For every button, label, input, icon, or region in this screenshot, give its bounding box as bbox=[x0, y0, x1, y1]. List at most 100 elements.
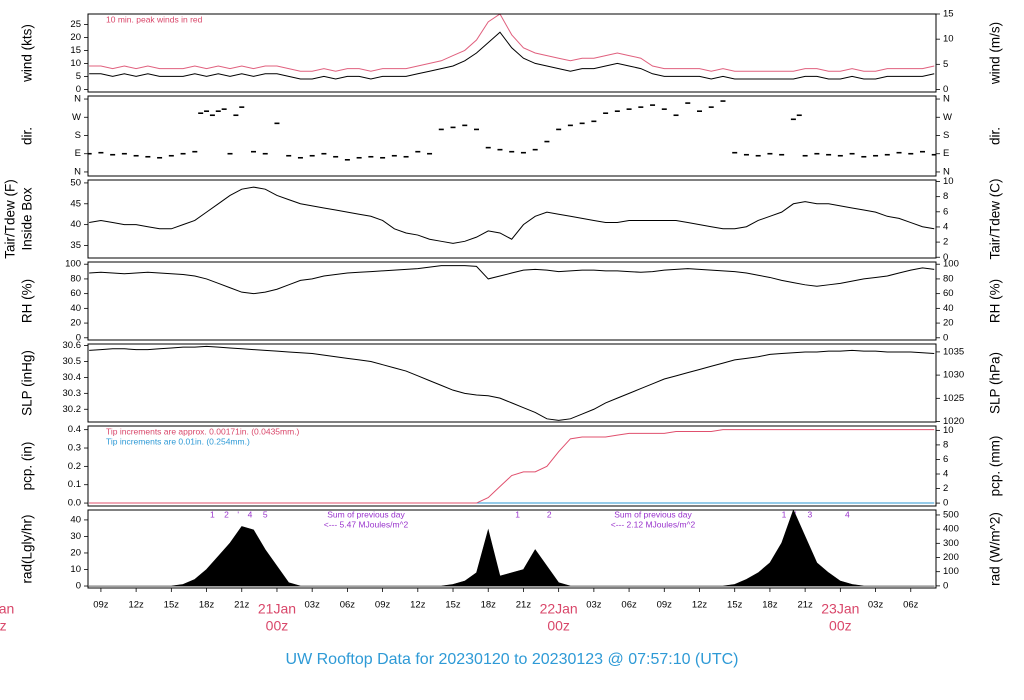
y2-tick-label: N bbox=[943, 166, 950, 177]
y-tick-label: 0.1 bbox=[68, 479, 81, 490]
y2-tick-label: W bbox=[943, 112, 952, 123]
y-tick-label: E bbox=[75, 148, 81, 159]
day-hour-label: 00z bbox=[547, 618, 570, 634]
panel-frame bbox=[87, 509, 937, 589]
y2-tick-label: 0 bbox=[943, 580, 948, 591]
y2-tick-label: 8 bbox=[943, 439, 948, 450]
line bbox=[89, 186, 935, 244]
x-tick-label: 06z bbox=[340, 600, 356, 611]
y-tick-label: 0.4 bbox=[68, 424, 81, 435]
area bbox=[88, 510, 935, 587]
y-tick-label: 45 bbox=[70, 198, 81, 209]
y2-tick-label: 0 bbox=[943, 84, 948, 95]
y-axis-label: Inside Box bbox=[20, 187, 35, 250]
x-tick-label: 15z bbox=[445, 600, 461, 611]
line bbox=[89, 31, 935, 80]
day-hour-label: 00z bbox=[266, 618, 289, 634]
y-tick-label: 0.2 bbox=[68, 461, 81, 472]
y2-tick-label: 6 bbox=[943, 206, 948, 217]
y2-tick-label: 40 bbox=[943, 303, 954, 314]
panel-plot bbox=[88, 510, 935, 587]
x-tick-label: 09z bbox=[375, 600, 391, 611]
sun-marker: 2 bbox=[547, 509, 552, 519]
daily-sum-note: <--- 2.12 MJoules/m^2 bbox=[611, 519, 696, 529]
y2-tick-label: 5 bbox=[943, 59, 948, 70]
panel-plot bbox=[88, 100, 936, 161]
panel-frame bbox=[87, 343, 937, 423]
y2-axis-label: SLP (hPa) bbox=[988, 352, 1003, 414]
y-tick-label: N bbox=[74, 166, 81, 177]
y-tick-label: 20 bbox=[70, 318, 81, 329]
y-tick-label: 30.6 bbox=[63, 340, 82, 351]
y-tick-label: 100 bbox=[65, 259, 81, 270]
y2-tick-label: E bbox=[943, 148, 949, 159]
y-tick-label: W bbox=[72, 112, 81, 123]
sun-marker: 5 bbox=[263, 509, 268, 519]
x-tick-label: 09z bbox=[657, 600, 673, 611]
line bbox=[89, 429, 935, 504]
daily-sum-note: Sum of previous day bbox=[614, 509, 692, 519]
day-hour-label: 00z bbox=[829, 618, 852, 634]
y-tick-label: 40 bbox=[70, 219, 81, 230]
x-tick-label: 03z bbox=[305, 600, 321, 611]
y-tick-label: 35 bbox=[70, 240, 81, 251]
sun-marker: ' bbox=[237, 509, 239, 519]
sun-marker: 4 bbox=[248, 509, 253, 519]
y2-tick-label: 8 bbox=[943, 191, 948, 202]
y2-tick-label: 300 bbox=[943, 538, 959, 549]
day-label: 22Jan bbox=[540, 601, 578, 617]
y-axis-label: Tair/Tdew (F) bbox=[3, 179, 18, 259]
panel-plot bbox=[89, 345, 935, 421]
x-tick-label: 18z bbox=[481, 600, 497, 611]
y2-tick-label: 15 bbox=[943, 9, 954, 20]
panel-frame bbox=[87, 179, 937, 259]
y-axis-label: wind (kts) bbox=[20, 24, 35, 83]
y2-axis-label: rad (W/m^2) bbox=[988, 512, 1003, 586]
y2-tick-label: 1025 bbox=[943, 393, 964, 404]
y2-tick-label: 10 bbox=[943, 34, 954, 45]
y2-tick-label: 2 bbox=[943, 483, 948, 494]
x-tick-label: 03z bbox=[586, 600, 602, 611]
panel-plot bbox=[89, 429, 935, 504]
y2-axis-label: wind (m/s) bbox=[988, 22, 1003, 85]
y2-tick-label: 1030 bbox=[943, 370, 964, 381]
daily-sum-note: Sum of previous day bbox=[327, 509, 405, 519]
y2-axis-label: Tair/Tdew (C) bbox=[988, 178, 1003, 259]
y-tick-label: 10 bbox=[70, 564, 81, 575]
daily-sum-note: <--- 5.47 MJoules/m^2 bbox=[324, 519, 409, 529]
panel-plot bbox=[89, 186, 935, 244]
x-tick-label: 15z bbox=[727, 600, 743, 611]
panel-frame bbox=[87, 95, 937, 177]
y-tick-label: 80 bbox=[70, 273, 81, 284]
sun-marker: 2 bbox=[224, 509, 229, 519]
x-tick-label: 18z bbox=[762, 600, 778, 611]
y2-tick-label: 100 bbox=[943, 566, 959, 577]
annotation: 10 min. peak winds in red bbox=[106, 14, 203, 24]
y2-tick-label: 10 bbox=[943, 425, 954, 436]
y2-tick-label: 1020 bbox=[943, 416, 964, 427]
y-tick-label: 0 bbox=[76, 332, 81, 343]
day-label: 23Jan bbox=[821, 601, 859, 617]
y-tick-label: 0 bbox=[76, 581, 81, 592]
y2-tick-label: 4 bbox=[943, 469, 948, 480]
x-tick-label: 09z bbox=[93, 600, 109, 611]
x-tick-label: 12z bbox=[128, 600, 144, 611]
y-axis-label: dir. bbox=[20, 127, 35, 145]
y2-axis-label: pcp. (mm) bbox=[988, 436, 1003, 497]
x-tick-label: 03z bbox=[868, 600, 884, 611]
x-tick-label: 06z bbox=[903, 600, 919, 611]
panel-frame bbox=[87, 261, 937, 341]
line bbox=[89, 14, 935, 72]
y-tick-label: N bbox=[74, 94, 81, 105]
y-axis-label: rad(Lgly/hr) bbox=[20, 514, 35, 583]
line bbox=[89, 265, 935, 295]
day-label: 21Jan bbox=[258, 601, 296, 617]
y2-tick-label: 0 bbox=[943, 498, 948, 509]
y2-axis-label: RH (%) bbox=[988, 279, 1003, 323]
y2-tick-label: 20 bbox=[943, 318, 954, 329]
y2-tick-label: 10 bbox=[943, 176, 954, 187]
y-tick-label: 25 bbox=[70, 19, 81, 30]
panel-plot bbox=[89, 14, 935, 80]
